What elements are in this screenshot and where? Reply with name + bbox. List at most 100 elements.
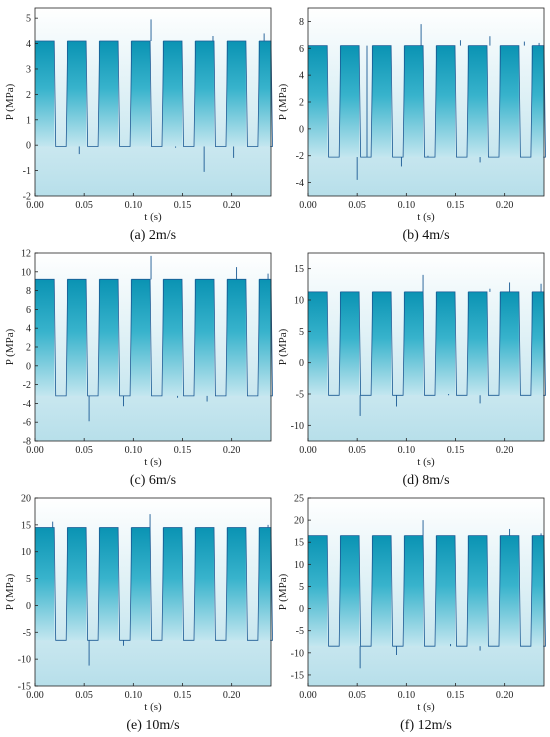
axes-frame-f <box>307 497 545 687</box>
chart-panel-d: 0.00 0.05 0.10 0.15 0.20 -10 -5 0 5 10 15 t (s) P (M… <box>277 252 546 488</box>
x-tick-label: 0.20 <box>223 445 241 456</box>
x-tick-label: 0.00 <box>26 445 44 456</box>
y-tick-label: 6 <box>26 305 31 316</box>
axes-frame-d <box>307 252 545 442</box>
pressure-line-e <box>34 527 273 641</box>
y-tick-label: -2 <box>23 192 31 203</box>
y-tick-label: 0 <box>26 141 31 152</box>
x-tick-label: 0.10 <box>125 445 143 456</box>
y-tick-label: -4 <box>296 178 304 189</box>
panel-caption: (c) 6m/s <box>130 473 176 488</box>
y-tick-label: 25 <box>294 494 304 505</box>
panel-caption: (e) 10m/s <box>126 718 179 733</box>
x-axis-label: t (s) <box>144 211 162 223</box>
pressure-band <box>435 291 456 396</box>
pressure-band <box>194 527 214 641</box>
y-tick-label: 15 <box>294 538 304 549</box>
y-tick-label: 10 <box>21 547 31 558</box>
y-tick-label: -2 <box>296 151 304 162</box>
x-tick-label: 0.05 <box>348 445 366 456</box>
y-tick-label: 2 <box>26 343 31 354</box>
pressure-band <box>130 279 151 396</box>
pressure-band <box>308 45 328 158</box>
x-tick-label: 0.10 <box>398 200 416 211</box>
x-tick-label: 0.20 <box>496 690 514 701</box>
x-tick-label: 0.05 <box>75 445 93 456</box>
y-tick-label: -2 <box>23 380 31 391</box>
x-tick-label: 0.15 <box>447 445 465 456</box>
y-tick-label: 4 <box>299 71 304 82</box>
pressure-band <box>162 527 183 641</box>
x-tick-label: 0.05 <box>75 200 93 211</box>
y-axis-label: P (MPa) <box>277 83 289 120</box>
pressure-band <box>258 41 271 147</box>
y-tick-label: 15 <box>294 264 304 275</box>
pressure-band <box>371 291 392 396</box>
y-tick-label: 8 <box>26 286 31 297</box>
x-axis-label: t (s) <box>417 211 435 223</box>
y-tick-label: 5 <box>26 574 31 585</box>
pressure-band <box>194 41 214 147</box>
pressure-band <box>403 535 424 647</box>
x-axis-label: t (s) <box>417 456 435 468</box>
x-tick-label: 0.10 <box>398 445 416 456</box>
x-tick-label: 0.10 <box>125 200 143 211</box>
pressure-line-d <box>307 291 546 396</box>
y-tick-label: 12 <box>21 249 31 260</box>
y-tick-label: 6 <box>299 44 304 55</box>
y-tick-label: 5 <box>299 327 304 338</box>
pressure-band <box>162 41 183 147</box>
x-tick-label: 0.00 <box>299 445 317 456</box>
y-axis-label: P (MPa) <box>277 573 289 610</box>
x-tick-label: 0.05 <box>348 690 366 701</box>
pressure-band <box>531 291 544 396</box>
pressure-band <box>66 279 87 396</box>
y-tick-label: -1 <box>23 166 31 177</box>
y-tick-label: 10 <box>294 296 304 307</box>
x-tick-label: 0.05 <box>75 690 93 701</box>
y-tick-label: -6 <box>23 418 31 429</box>
pressure-band <box>35 527 55 641</box>
pressure-band <box>226 527 246 641</box>
y-axis-label: P (MPa) <box>277 328 289 365</box>
pressure-band <box>66 527 87 641</box>
y-tick-label: 0 <box>299 124 304 135</box>
chart-panel-b: 0.00 0.05 0.10 0.15 0.20 -4 -2 0 2 4 6 8 t (s) P (MPa… <box>277 7 546 243</box>
y-tick-label: 4 <box>26 324 31 335</box>
pressure-band <box>467 291 487 396</box>
y-tick-label: 10 <box>21 267 31 278</box>
y-axis-label: P (MPa) <box>4 573 16 610</box>
pressure-band <box>226 279 246 396</box>
x-tick-label: 0.10 <box>398 690 416 701</box>
y-tick-label: -15 <box>18 682 31 693</box>
pressure-band <box>308 535 328 647</box>
panel-caption: (a) 2m/s <box>130 228 176 243</box>
chart-panel-c: 0.00 0.05 0.10 0.15 0.20 -8 -6 -4 -2 0 2 4 6 8 10 12 t (… <box>4 249 273 488</box>
y-tick-label: 10 <box>294 560 304 571</box>
y-tick-label: -10 <box>291 648 304 659</box>
pressure-band <box>499 291 519 396</box>
pressure-line-b <box>308 45 546 158</box>
y-tick-label: -10 <box>18 655 31 666</box>
pressure-band <box>162 279 183 396</box>
x-axis-label: t (s) <box>144 456 162 468</box>
x-tick-label: 0.20 <box>496 445 514 456</box>
x-tick-label: 0.15 <box>447 200 465 211</box>
panel-caption: (b) 4m/s <box>402 228 449 243</box>
axes-frame-a <box>34 7 272 197</box>
pressure-band <box>226 41 246 147</box>
y-tick-label: 4 <box>26 39 31 50</box>
panel-caption: (f) 12m/s <box>400 718 452 733</box>
y-tick-label: -4 <box>23 399 31 410</box>
y-tick-label: -5 <box>296 390 304 401</box>
y-tick-label: -8 <box>23 437 31 448</box>
y-tick-label: 20 <box>294 516 304 527</box>
x-axis-label: t (s) <box>417 701 435 713</box>
y-tick-label: 3 <box>26 64 31 75</box>
pressure-line-c <box>34 278 273 397</box>
pressure-band <box>339 45 360 158</box>
pressure-band <box>403 291 424 396</box>
pressure-band <box>98 41 119 147</box>
pressure-line-f <box>308 535 546 647</box>
